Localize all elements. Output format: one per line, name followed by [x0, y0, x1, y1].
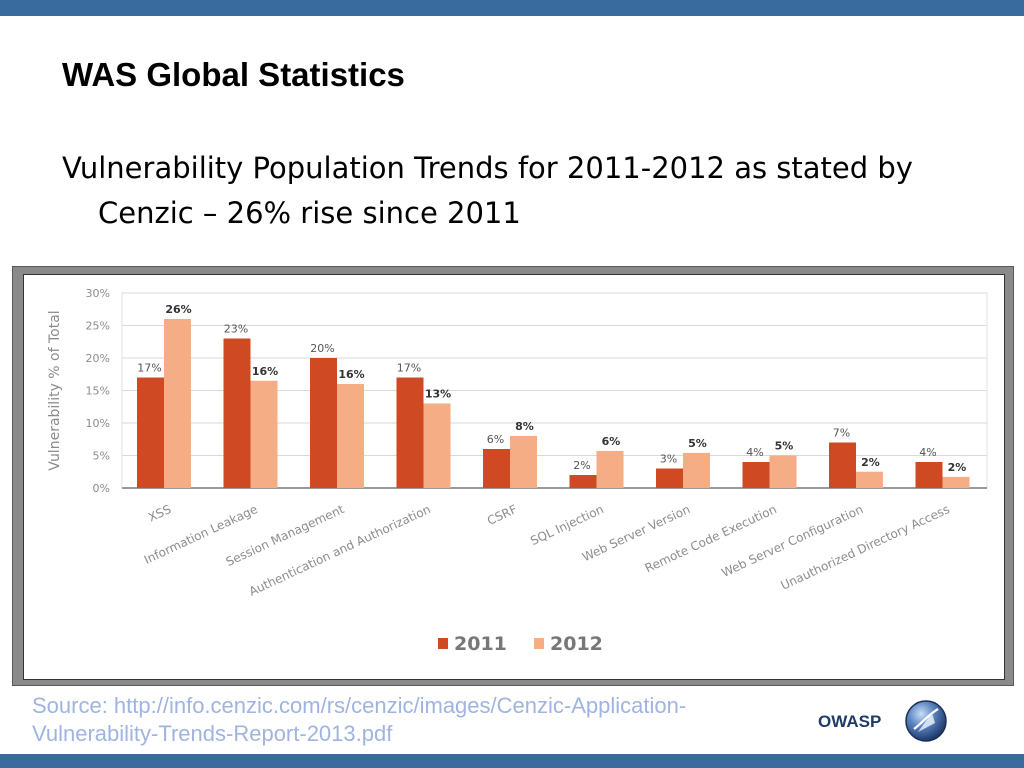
y-tick-label: 0% — [93, 482, 110, 495]
data-label-2012: 8% — [515, 420, 534, 433]
bar-2012 — [769, 455, 797, 488]
chart-panel: 0% 5% 10% 15% 20% 25% 30% Vulnerability % of To… — [23, 274, 1005, 680]
bar-2011 — [569, 475, 597, 488]
bullet-text: Vulnerability Population Trends for 2011… — [62, 151, 913, 230]
legend-label-2012: 2012 — [550, 633, 603, 655]
data-label-2012: 2% — [861, 456, 880, 469]
legend-swatch-2012 — [534, 638, 544, 649]
x-tick-label: Unauthorized Directory Access — [779, 502, 952, 593]
data-label-2011: 7% — [833, 427, 850, 440]
x-tick-label: SQL Injection — [528, 502, 606, 548]
bar-2012 — [942, 476, 970, 488]
bar-2011 — [915, 462, 943, 488]
data-label-2012: 2% — [948, 461, 967, 474]
bar-2012 — [596, 450, 624, 488]
bar-2012 — [337, 384, 364, 488]
data-label-2011: 17% — [137, 362, 161, 375]
bar-2011 — [656, 468, 683, 488]
bar-2012 — [164, 319, 191, 488]
y-tick-label: 15% — [86, 385, 110, 398]
x-tick-label: CSRF — [485, 502, 519, 528]
vulnerability-bar-chart: 0% 5% 10% 15% 20% 25% 30% Vulnerability % of To… — [47, 287, 988, 655]
bar-2012 — [423, 403, 451, 488]
data-label-2012: 6% — [602, 435, 621, 448]
data-label-2012: 26% — [165, 303, 191, 316]
data-label-2011: 3% — [660, 453, 677, 466]
source-citation[interactable]: Source: http://info.cenzic.com/rs/cenzic… — [32, 693, 687, 746]
data-label-2012: 5% — [688, 437, 707, 450]
legend-label-2011: 2011 — [454, 633, 507, 655]
y-tick-label: 25% — [86, 320, 110, 333]
data-label-2012: 16% — [338, 368, 364, 381]
data-label-2011: 20% — [310, 342, 334, 355]
chart-frame: 0% 5% 10% 15% 20% 25% 30% Vulnerability % of To… — [12, 266, 1014, 686]
data-label-2012: 13% — [425, 388, 451, 401]
x-tick-label: XSS — [146, 502, 173, 525]
owasp-logo-text: OWASP — [818, 712, 882, 731]
owasp-globe-icon — [905, 700, 947, 742]
x-tick-label: Web Server Configuration — [719, 502, 865, 580]
data-label-2011: 23% — [224, 323, 248, 336]
legend-swatch-2011 — [438, 638, 448, 649]
bar-2011 — [829, 442, 856, 488]
bar-2011 — [483, 449, 510, 488]
bar-2011 — [310, 358, 337, 488]
bar-2012 — [250, 380, 278, 488]
slide-title: WAS Global Statistics — [62, 56, 405, 93]
bar-2011 — [137, 377, 164, 488]
bottom-accent-bar — [0, 754, 1024, 768]
y-tick-label: 20% — [86, 352, 110, 365]
y-tick-label: 30% — [86, 287, 110, 300]
data-label-2011: 2% — [573, 459, 590, 472]
data-label-2011: 4% — [746, 446, 763, 459]
bar-2011 — [742, 462, 770, 488]
bar-2012 — [510, 436, 537, 488]
data-label-2012: 16% — [252, 365, 278, 378]
data-label-2012: 5% — [775, 440, 794, 453]
data-label-2011: 4% — [919, 446, 936, 459]
y-tick-label: 5% — [93, 450, 110, 463]
top-accent-bar — [0, 0, 1024, 16]
bar-2012 — [683, 452, 710, 488]
bar-2012 — [856, 471, 883, 488]
data-label-2011: 6% — [487, 433, 504, 446]
data-label-2011: 17% — [397, 362, 421, 375]
bar-2011 — [223, 338, 251, 488]
bar-2011 — [396, 377, 424, 488]
y-axis-title: Vulnerability % of Total — [47, 310, 63, 470]
y-tick-label: 10% — [86, 417, 110, 430]
